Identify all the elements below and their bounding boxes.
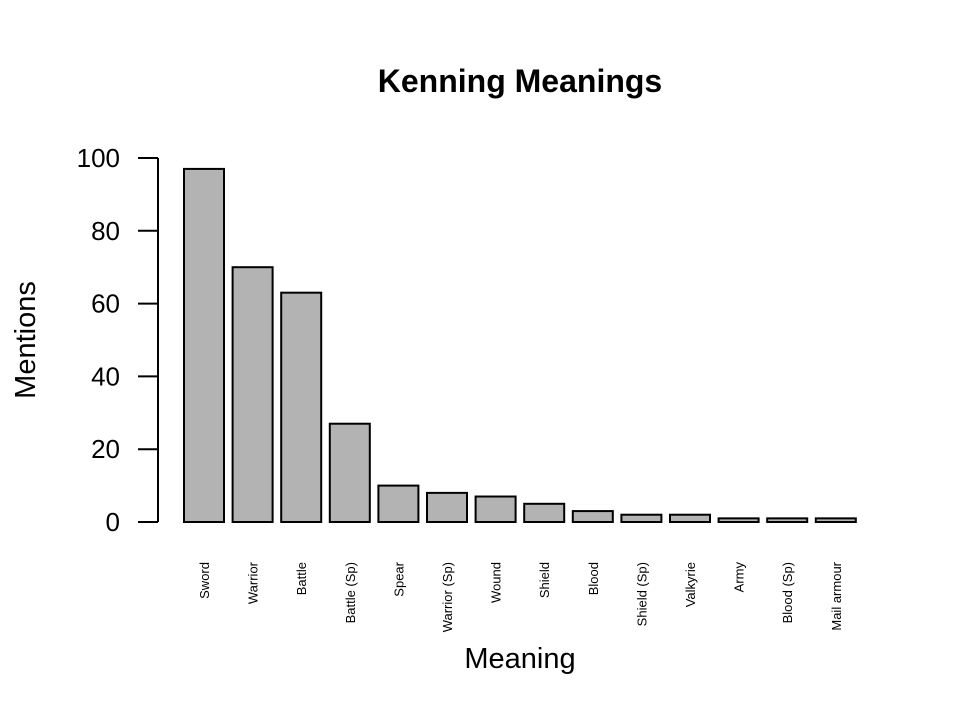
x-tick-label: Mail armour [829,561,844,630]
x-tick-label: Wound [489,562,504,603]
bar [717,517,760,523]
x-tick-label: Valkyrie [683,562,698,607]
x-tick-label: Army [732,562,747,593]
bar [620,513,663,523]
x-tick-label: Battle (Sp) [343,562,358,623]
x-tick-label: Blood [586,562,601,595]
bar [183,167,225,523]
x-tick-label: Blood (Sp) [780,562,795,623]
bar [328,422,371,523]
bar [280,291,323,523]
chart-title: Kenning Meanings [378,63,662,99]
x-tick-labels: Sword Warrior Battle Battle (Sp) Spear Warrio… [197,561,844,632]
bar [814,517,857,523]
x-tick-label: Shield [537,562,552,598]
x-tick-label: Battle [294,562,309,595]
y-tick-label: 80 [91,216,120,246]
x-tick-label: Shield (Sp) [634,562,649,626]
bar [377,484,420,524]
x-tick-label: Warrior (Sp) [440,562,455,632]
bar [474,495,517,523]
x-tick-label: Warrior [246,561,261,604]
bar [766,517,809,523]
bar [571,510,614,523]
bar [523,502,566,523]
y-axis: 0 20 40 60 80 100 [77,143,159,537]
x-tick-label: Sword [197,562,212,599]
y-axis-label: Mentions [10,281,42,399]
y-tick-label: 60 [91,289,120,319]
y-tick-label: 40 [91,361,120,391]
bar [231,266,274,524]
x-axis-label: Meaning [464,643,575,675]
x-tick-label: Spear [391,561,406,596]
bars [183,167,857,524]
bar [426,491,468,524]
bar [669,513,711,523]
y-tick-label: 0 [106,507,120,537]
y-tick-label: 20 [91,434,120,464]
y-tick-label: 100 [77,143,120,173]
